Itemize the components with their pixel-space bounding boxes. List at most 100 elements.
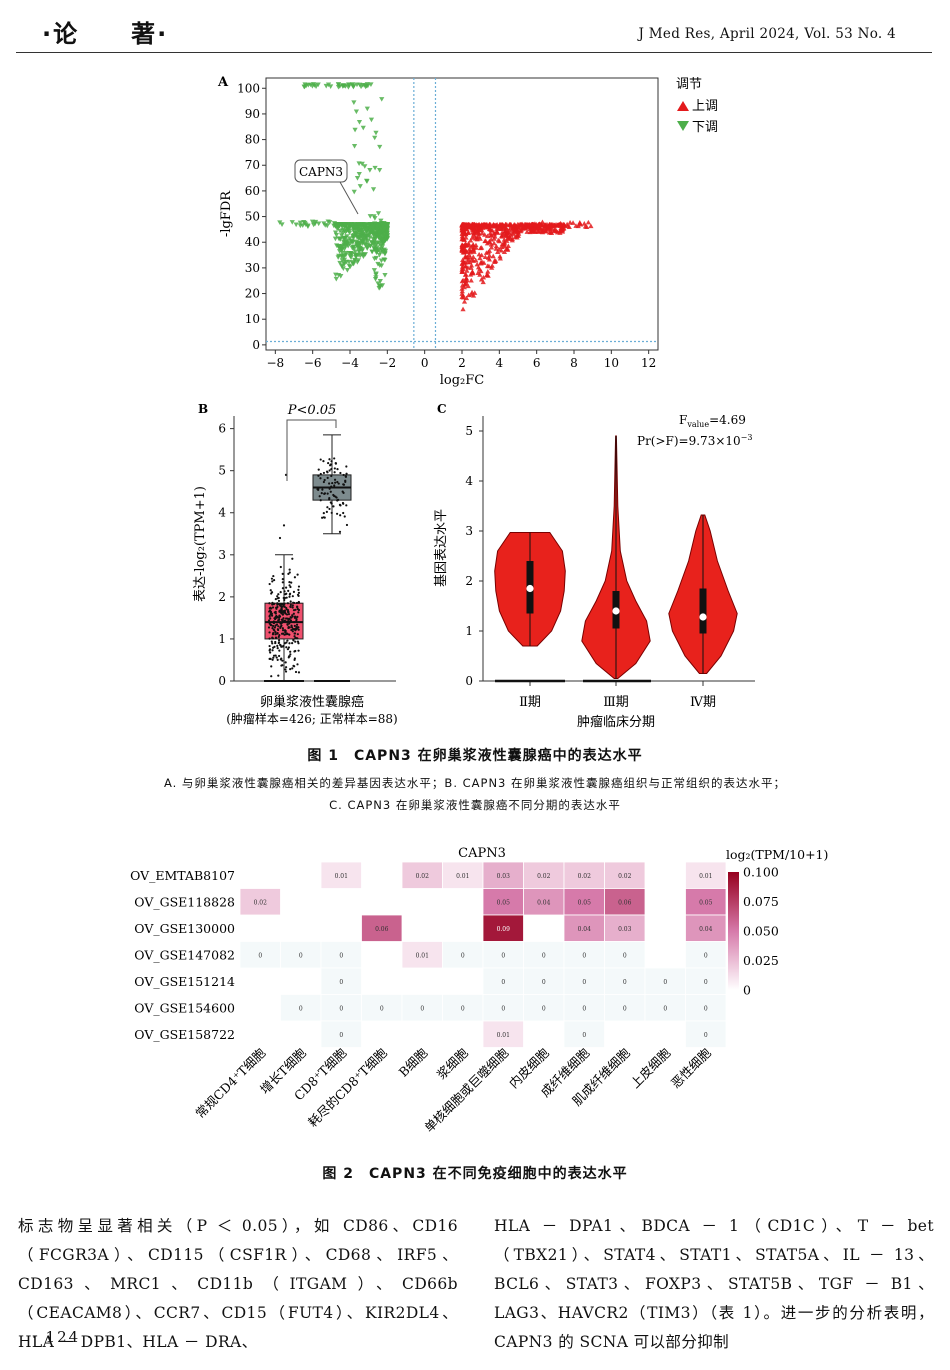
down-point <box>373 250 380 256</box>
down-point <box>339 250 345 256</box>
up-point <box>526 221 532 227</box>
sample-point <box>342 502 345 505</box>
up-point <box>505 229 511 235</box>
sample-point <box>319 499 322 502</box>
sample-point <box>288 568 291 571</box>
heatmap-cell-value: 0.01 <box>699 873 712 880</box>
figure1-title: 图 1 CAPN3 在卵巢浆液性囊腺癌中的表达水平 <box>307 748 643 764</box>
sample-point <box>284 670 288 673</box>
up-point <box>471 226 477 232</box>
up-point <box>475 270 481 275</box>
heatmap-cell <box>320 941 362 969</box>
heatmap-cell <box>361 914 403 942</box>
down-point <box>303 83 309 89</box>
x-tick-label: 0 <box>421 356 429 370</box>
heatmap-cell-value: 0.05 <box>699 899 713 906</box>
heatmap-cell-value: 0 <box>299 1005 303 1012</box>
down-point <box>343 259 350 265</box>
sample-point <box>285 646 288 649</box>
sample-point <box>289 650 292 653</box>
heatmap-cell <box>523 941 565 969</box>
heatmap-cell-value: 0.02 <box>254 899 268 906</box>
heatmap-cell-value: 0 <box>461 1005 465 1012</box>
heatmap-cell <box>685 1020 727 1048</box>
up-point <box>491 240 497 246</box>
up-point <box>522 225 528 231</box>
up-point <box>470 293 477 298</box>
up-point <box>459 288 465 294</box>
sample-point <box>270 665 273 668</box>
sample-point <box>284 661 287 664</box>
heatmap-cell-empty <box>402 1021 443 1048</box>
down-point <box>346 83 352 88</box>
up-point <box>472 233 478 239</box>
up-point <box>492 234 498 239</box>
down-point <box>337 260 343 266</box>
heatmap-cell-empty <box>321 915 362 942</box>
up-point <box>573 223 579 228</box>
sample-point <box>277 625 280 628</box>
sample-point <box>322 460 325 463</box>
down-point <box>367 167 373 173</box>
sample-point <box>281 627 284 630</box>
heatmap-cell-empty <box>280 968 321 995</box>
down-point <box>344 238 351 244</box>
heatmap-cell <box>604 967 646 995</box>
heatmap-cell-empty <box>442 968 483 995</box>
down-point <box>346 263 352 269</box>
down-point <box>344 234 350 239</box>
sample-point <box>281 645 284 648</box>
sample-point <box>285 617 288 620</box>
up-point <box>475 264 482 270</box>
up-point <box>497 222 503 227</box>
y-tick-label: 1 <box>218 632 226 646</box>
down-point <box>356 161 362 167</box>
up-point <box>464 249 470 254</box>
y-tick-label: 80 <box>245 133 260 147</box>
sample-point <box>297 649 300 652</box>
y-tick-label: 3 <box>465 524 473 538</box>
sample-point <box>272 574 275 578</box>
up-point <box>484 233 491 239</box>
sample-point <box>274 633 277 636</box>
sample-point <box>272 646 275 649</box>
sample-point <box>345 472 348 475</box>
down-point <box>358 224 365 229</box>
sample-point <box>270 612 274 615</box>
sample-point <box>337 482 340 485</box>
sample-point <box>272 656 275 659</box>
sample-point <box>297 611 300 614</box>
panel-c-label: C <box>437 402 447 416</box>
sample-point <box>271 658 274 661</box>
down-point <box>362 222 368 228</box>
down-point <box>336 253 342 259</box>
down-point <box>351 143 358 149</box>
sample-point <box>284 668 287 671</box>
up-point <box>480 274 487 280</box>
down-point <box>305 223 311 229</box>
up-point <box>459 286 465 291</box>
sample-point <box>296 573 299 576</box>
heatmap-cell <box>482 888 524 916</box>
sample-point <box>291 615 294 618</box>
heatmap-cell <box>320 994 362 1022</box>
up-point <box>484 240 491 246</box>
colorbar-tick-label: 0 <box>743 983 751 998</box>
down-point <box>370 225 376 230</box>
up-point <box>570 220 576 225</box>
y-tick-label: 40 <box>245 235 260 249</box>
down-point <box>371 214 377 219</box>
y-tick-label: 10 <box>245 312 260 326</box>
heatmap-cell <box>563 941 605 969</box>
sample-point <box>332 493 335 497</box>
down-point <box>364 106 370 112</box>
up-point <box>493 258 499 263</box>
heatmap-panel: CAPN3 0.01 0.02 0.01 0.03 0.02 0.02 0.02 0.010.… <box>130 846 828 1135</box>
up-point <box>459 242 465 248</box>
sample-point <box>277 599 281 603</box>
heatmap-row-label: OV_GSE147082 <box>134 947 235 962</box>
up-point <box>467 249 473 255</box>
sample-point <box>297 642 300 645</box>
sample-point <box>328 469 331 472</box>
down-point <box>362 252 368 257</box>
